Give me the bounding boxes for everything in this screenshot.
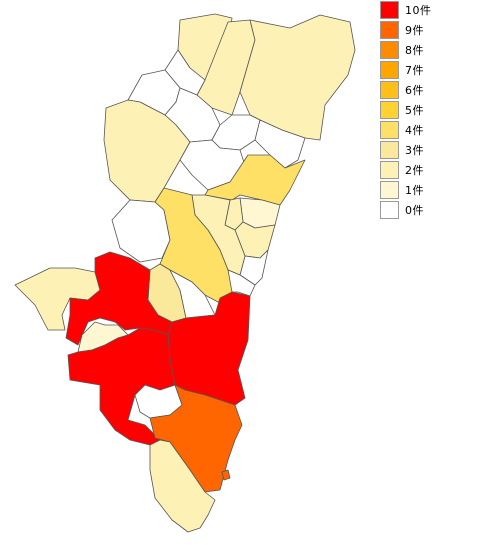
legend-swatch — [380, 81, 399, 99]
legend-swatch — [380, 161, 399, 179]
legend-item: 6件 — [380, 80, 432, 100]
legend-swatch — [380, 1, 399, 19]
map-region — [65, 251, 173, 346]
legend-item: 9件 — [380, 20, 432, 40]
map-region — [221, 469, 231, 481]
legend-swatch — [380, 21, 399, 39]
legend-item: 2件 — [380, 160, 432, 180]
legend-item: 1件 — [380, 180, 432, 200]
legend-item: 8件 — [380, 40, 432, 60]
legend-label: 4件 — [405, 124, 424, 137]
legend-swatch — [380, 181, 399, 199]
legend-item: 3件 — [380, 140, 432, 160]
legend-swatch — [380, 41, 399, 59]
legend-label: 3件 — [405, 144, 424, 157]
map-region — [149, 439, 216, 533]
legend-swatch — [380, 61, 399, 79]
legend-label: 9件 — [405, 24, 424, 37]
legend-label: 10件 — [405, 4, 432, 17]
legend-label: 1件 — [405, 184, 424, 197]
map-region — [239, 14, 356, 141]
legend-label: 0件 — [405, 204, 424, 217]
map-region — [111, 199, 171, 263]
legend-swatch — [380, 121, 399, 139]
legend-label: 6件 — [405, 84, 424, 97]
legend-item: 4件 — [380, 120, 432, 140]
legend-item: 0件 — [380, 200, 432, 220]
legend-item: 5件 — [380, 100, 432, 120]
map-region — [149, 384, 243, 493]
prefecture-map — [14, 13, 356, 533]
map-region — [211, 114, 261, 151]
legend-label: 7件 — [405, 64, 424, 77]
legend-item: 10件 — [380, 0, 432, 20]
legend-swatch — [380, 201, 399, 219]
legend-label: 5件 — [405, 104, 424, 117]
legend-item: 7件 — [380, 60, 432, 80]
legend-swatch — [380, 101, 399, 119]
legend: 10件 9件 8件 7件 6件 5件 4件 3件 2件 1件 0件 — [380, 0, 432, 220]
legend-label: 8件 — [405, 44, 424, 57]
legend-swatch — [380, 141, 399, 159]
legend-label: 2件 — [405, 164, 424, 177]
